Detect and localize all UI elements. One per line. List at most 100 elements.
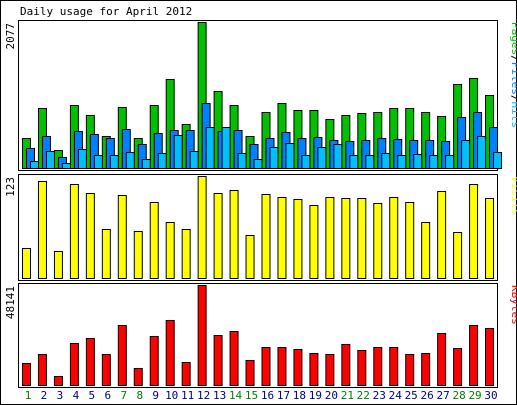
hits-bar-day-13 (221, 127, 231, 169)
panel-3: 48141 KBytes (4, 283, 517, 388)
visits-bar-day-12 (197, 176, 207, 279)
kbytes-bar-day-22 (357, 350, 367, 386)
kbytes-bar-day-29 (469, 325, 479, 386)
x-tick-label: 17 (277, 389, 290, 402)
kbytes-bar-day-25 (405, 354, 415, 386)
kbytes-bar-day-6 (101, 354, 111, 386)
visits-bar-day-27 (437, 191, 447, 279)
x-tick-label: 1 (25, 389, 32, 402)
x-tick-label: 30 (484, 389, 497, 402)
visits-bar-day-8 (133, 231, 143, 279)
y-max-label: 2077 (4, 23, 17, 50)
x-tick-label: 21 (341, 389, 354, 402)
legend-entry: / (509, 55, 517, 62)
kbytes-bar-day-19 (309, 353, 319, 386)
x-axis-day-labels: 1 2 3 4 5 6 7 8 9 10 11 12 13 14 15 16 17 18 19 20 21 22 23 24 2… (25, 389, 498, 402)
x-tick-label: 26 (421, 389, 434, 402)
x-tick-label: 6 (105, 389, 112, 402)
hits-bar-day-22 (365, 155, 375, 169)
kbytes-bar-day-21 (341, 344, 351, 386)
visits-bar-day-29 (469, 184, 479, 279)
visits-bar-day-7 (117, 195, 127, 279)
kbytes-bar-day-8 (133, 368, 143, 386)
legend-entry: Visits (509, 176, 517, 216)
hits-bar-day-6 (109, 155, 119, 169)
panel-2: 123 Visits (4, 174, 517, 281)
kbytes-bar-day-15 (245, 360, 255, 386)
visits-bar-day-16 (261, 194, 271, 279)
x-tick-label: 28 (452, 389, 465, 402)
hits-bar-day-18 (301, 155, 311, 169)
legend-entry: KBytes (509, 285, 517, 325)
visits-bar-day-19 (309, 205, 319, 279)
visits-bar-day-25 (405, 202, 415, 279)
hits-bar-day-27 (445, 155, 455, 169)
panel-frame (18, 174, 498, 281)
visits-bar-day-22 (357, 198, 367, 279)
hits-bar-day-9 (157, 153, 167, 169)
visits-bar-day-20 (325, 197, 335, 279)
legend-entry: Files (509, 62, 517, 95)
x-tick-label: 2 (41, 389, 48, 402)
hits-bar-day-2 (45, 151, 55, 169)
kbytes-bar-day-3 (53, 376, 63, 386)
hits-bar-day-8 (141, 159, 151, 169)
kbytes-bar-day-28 (453, 348, 463, 386)
visits-bar-day-28 (453, 232, 463, 279)
visits-bar-day-23 (373, 203, 383, 279)
hits-bar-day-16 (269, 147, 279, 169)
hits-bar-day-21 (349, 155, 359, 169)
x-tick-label: 23 (373, 389, 386, 402)
visits-bar-day-26 (421, 222, 431, 279)
x-tick-label: 5 (89, 389, 96, 402)
chart-title: Daily usage for April 2012 (20, 5, 192, 18)
x-tick-label: 8 (136, 389, 143, 402)
x-tick-label: 13 (213, 389, 226, 402)
x-tick-label: 11 (181, 389, 194, 402)
x-tick-label: 9 (152, 389, 159, 402)
legend-entry: Pages (509, 22, 517, 55)
kbytes-bar-day-1 (22, 363, 31, 386)
kbytes-bar-day-16 (261, 347, 271, 386)
visits-bar-day-4 (69, 184, 79, 279)
kbytes-bar-day-13 (213, 335, 223, 386)
visits-bar-day-21 (341, 198, 351, 279)
hits-bar-day-5 (93, 155, 103, 169)
visits-bar-day-10 (165, 222, 175, 279)
kbytes-bar-day-24 (389, 347, 399, 386)
hits-bar-day-17 (285, 143, 295, 169)
x-tick-label: 10 (165, 389, 178, 402)
legend: KBytes (509, 285, 517, 325)
kbytes-bar-day-17 (277, 347, 287, 386)
hits-bar-day-1 (30, 161, 39, 169)
visits-bar-day-18 (293, 199, 303, 279)
x-tick-label: 16 (261, 389, 274, 402)
visits-bar-day-11 (181, 229, 191, 279)
x-tick-label: 12 (197, 389, 210, 402)
hits-bar-day-26 (429, 155, 439, 169)
visits-bar-day-24 (389, 197, 399, 279)
kbytes-bar-day-5 (85, 338, 95, 386)
visits-bar-day-6 (101, 229, 111, 279)
x-tick-label: 22 (357, 389, 370, 402)
kbytes-bar-day-12 (197, 285, 207, 386)
hits-bar-day-10 (173, 135, 183, 169)
legend-entry: Hits (509, 102, 517, 129)
visits-bar-day-1 (22, 248, 31, 279)
hits-bar-day-15 (253, 159, 263, 169)
visits-bar-day-9 (149, 202, 159, 279)
kbytes-bar-day-14 (229, 331, 239, 386)
hits-bar-day-7 (125, 152, 135, 169)
visits-bar-day-2 (37, 181, 47, 279)
hits-bar-day-30 (493, 152, 503, 169)
visits-bar-day-15 (245, 235, 255, 279)
y-max-label: 123 (4, 177, 17, 197)
visits-bar-day-5 (85, 193, 95, 279)
hits-bar-day-28 (461, 140, 471, 169)
kbytes-bar-day-7 (117, 325, 127, 386)
x-tick-label: 15 (245, 389, 258, 402)
hits-bar-day-3 (61, 163, 71, 169)
hits-bar-day-25 (413, 154, 423, 169)
kbytes-bar-day-20 (325, 354, 335, 386)
